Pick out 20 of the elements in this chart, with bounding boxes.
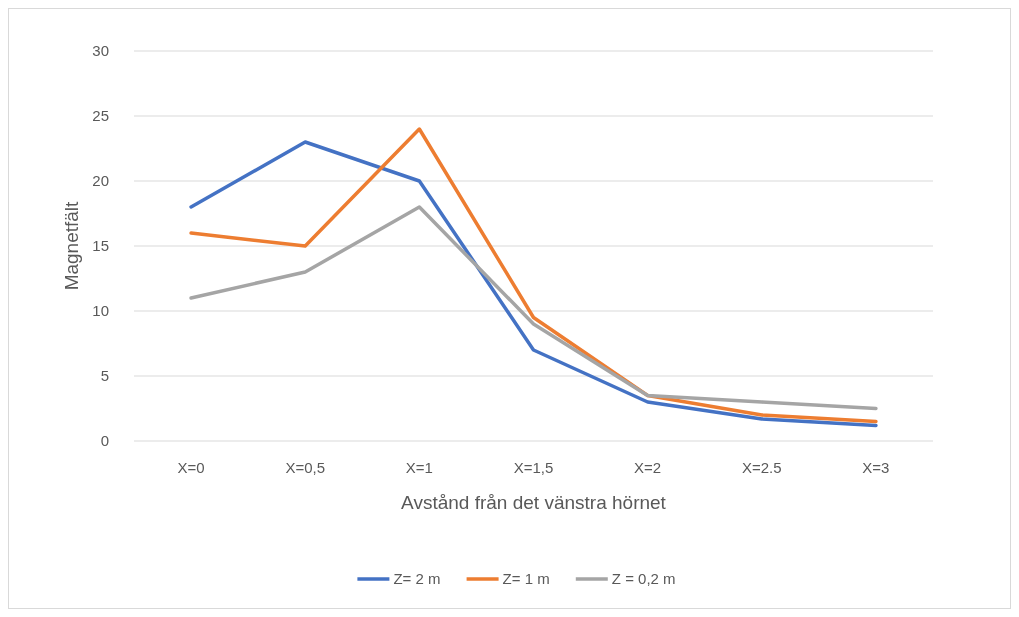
legend-label: Z = 0,2 m [611,570,676,588]
x-tick-label: X=0 [177,459,205,476]
legend-label: Z= 1 m [502,570,550,588]
x-axis-title: Avstånd från det vänstra hörnet [401,492,667,513]
x-tick-label: X=3 [862,459,890,476]
legend-label: Z= 2 m [393,570,441,588]
x-tick-label: X=2 [634,459,662,476]
y-tick-label: 5 [100,367,109,385]
y-tick-label: 0 [100,432,109,450]
y-tick-label: 20 [92,172,109,190]
x-tick-label: X=1 [405,459,433,476]
y-tick-label: 25 [92,107,109,125]
x-tick-label: X=1,5 [513,459,554,476]
x-tick-label: X=0,5 [285,459,326,476]
line-series [189,205,878,411]
y-tick-label: 15 [92,237,109,255]
y-axis-title: Magnetfält [61,200,82,291]
y-tick-label: 10 [92,302,109,320]
x-tick-label: X=2.5 [741,459,782,476]
y-tick-label: 30 [92,42,109,60]
